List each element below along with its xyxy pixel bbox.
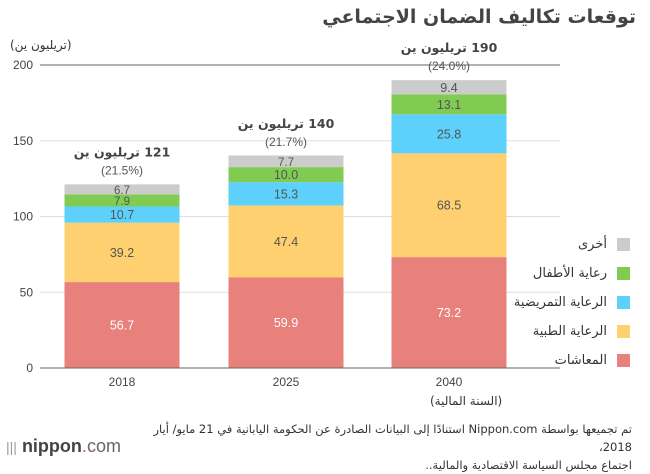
data-label: 10.0 [274,168,298,182]
x-tick-label: 2018 [109,375,136,389]
source-note: تم تجميعها بواسطة Nippon.com استنادًا إل… [132,420,632,474]
y-tick-label: 50 [20,285,34,299]
bar-segment [228,205,344,278]
y-tick-label: 150 [13,134,33,148]
y-tick-label: 0 [26,361,33,375]
bar-segment [64,206,180,223]
y-tick-label: 100 [13,210,33,224]
total-percent-label: (21.7%) [265,135,307,149]
data-label: 7.9 [114,196,130,208]
legend-label: المعاشات [554,353,607,368]
logo-tld: com [86,436,121,456]
logo-dot: . [81,436,87,456]
bar-segment [228,182,344,206]
legend-swatch [617,267,630,280]
bar-segment [228,277,344,368]
x-axis-label: (السنة المالية) [430,394,503,408]
y-axis-label: (تريليون ين) [10,38,72,52]
data-label: 47.4 [274,235,298,249]
bar-segment [228,155,344,168]
bar-segment [391,94,507,115]
bar-segment [64,194,180,207]
data-label: 68.5 [437,199,461,213]
data-label: 15.3 [274,187,298,201]
y-tick-label: 200 [13,58,33,72]
legend-swatch [617,296,630,309]
legend: أخرى رعاية الأطفال الرعاية التمريضية الرعاي… [514,230,630,375]
legend-item: أخرى [514,230,630,259]
legend-item: الرعاية الطبية [514,317,630,346]
total-percent-label: (24.0%) [428,59,470,73]
legend-label: رعاية الأطفال [532,266,607,281]
legend-swatch [617,325,630,338]
x-tick-label: 2025 [273,375,300,389]
chart-title: توقعات تكاليف الضمان الاجتماعي [322,6,636,28]
nippon-logo: ||| nippon.com [6,436,121,457]
total-label: 121 تريليون ين [74,145,171,160]
bar-segment [391,114,507,154]
legend-swatch [617,238,630,251]
bar-segment [391,80,507,95]
bar-segment [64,184,180,195]
data-label: 10.7 [110,208,134,222]
total-label: 190 تريليون ين [401,40,498,55]
stacked-bar-chart: 0 50 100 150 200 56.7 39.2 10.77.96.7 121 تريليو… [13,40,560,389]
total-percent-label: (21.5%) [101,164,143,178]
total-label: 140 تريليون ين [238,116,335,131]
source-line-2: اجتماع مجلس السياسة الاقتصادية والمالية.… [425,458,632,472]
legend-item: المعاشات [514,346,630,375]
data-label: 13.1 [437,98,461,112]
bar-segment [228,167,344,183]
data-label: 39.2 [110,246,134,260]
legend-item: رعاية الأطفال [514,259,630,288]
legend-item: الرعاية التمريضية [514,288,630,317]
logo-mark-icon: ||| [6,439,17,455]
data-label: 56.7 [110,319,134,333]
data-label: 7.7 [278,157,294,169]
legend-label: أخرى [578,237,607,252]
data-label: 9.4 [440,81,457,95]
data-label: 6.7 [114,185,130,197]
legend-label: الرعاية التمريضية [513,295,607,310]
legend-swatch [617,354,630,367]
bar-segment [64,222,180,283]
x-tick-label: 2040 [436,375,463,389]
legend-label: الرعاية الطبية [532,324,607,339]
data-label: 73.2 [437,306,461,320]
logo-name: nippon [21,436,82,456]
data-label: 59.9 [274,316,298,330]
data-label: 25.8 [437,127,461,141]
bar-segment [391,257,507,368]
source-line-1: تم تجميعها بواسطة Nippon.com استنادًا إل… [153,422,632,454]
bar-segment [64,282,180,368]
bar-segment [391,153,507,258]
